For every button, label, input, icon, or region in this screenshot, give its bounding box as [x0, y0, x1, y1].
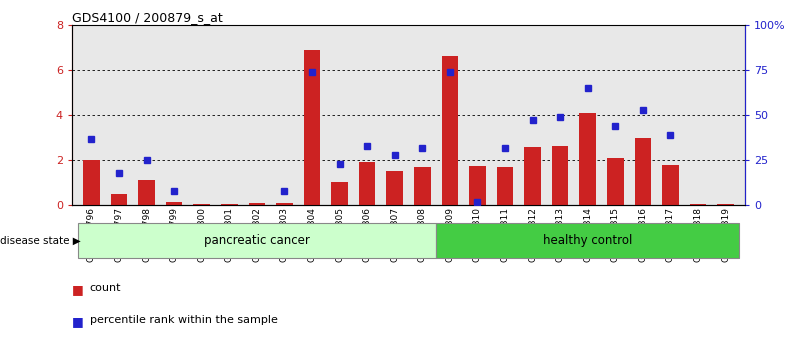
- Bar: [552, 145, 569, 205]
- Bar: [332, 182, 348, 205]
- Bar: [359, 162, 376, 205]
- Bar: [139, 181, 155, 205]
- Text: healthy control: healthy control: [543, 234, 633, 247]
- Text: disease state ▶: disease state ▶: [0, 236, 81, 246]
- Text: ■: ■: [72, 315, 84, 328]
- Bar: [469, 166, 485, 205]
- Bar: [193, 204, 210, 205]
- Bar: [78, 223, 436, 258]
- Bar: [607, 158, 624, 205]
- Bar: [525, 147, 541, 205]
- Bar: [436, 223, 739, 258]
- Bar: [662, 165, 678, 205]
- Bar: [414, 167, 431, 205]
- Bar: [221, 204, 238, 205]
- Bar: [111, 194, 127, 205]
- Bar: [579, 113, 596, 205]
- Bar: [497, 167, 513, 205]
- Bar: [634, 138, 651, 205]
- Bar: [83, 160, 99, 205]
- Text: pancreatic cancer: pancreatic cancer: [204, 234, 310, 247]
- Bar: [166, 202, 183, 205]
- Text: percentile rank within the sample: percentile rank within the sample: [90, 315, 278, 325]
- Bar: [304, 50, 320, 205]
- Bar: [276, 203, 292, 205]
- Text: ■: ■: [72, 283, 84, 296]
- Bar: [386, 171, 403, 205]
- Text: GDS4100 / 200879_s_at: GDS4100 / 200879_s_at: [72, 11, 223, 24]
- Bar: [690, 204, 706, 205]
- Bar: [248, 202, 265, 205]
- Bar: [718, 204, 734, 205]
- Text: count: count: [90, 283, 121, 293]
- Bar: [441, 56, 458, 205]
